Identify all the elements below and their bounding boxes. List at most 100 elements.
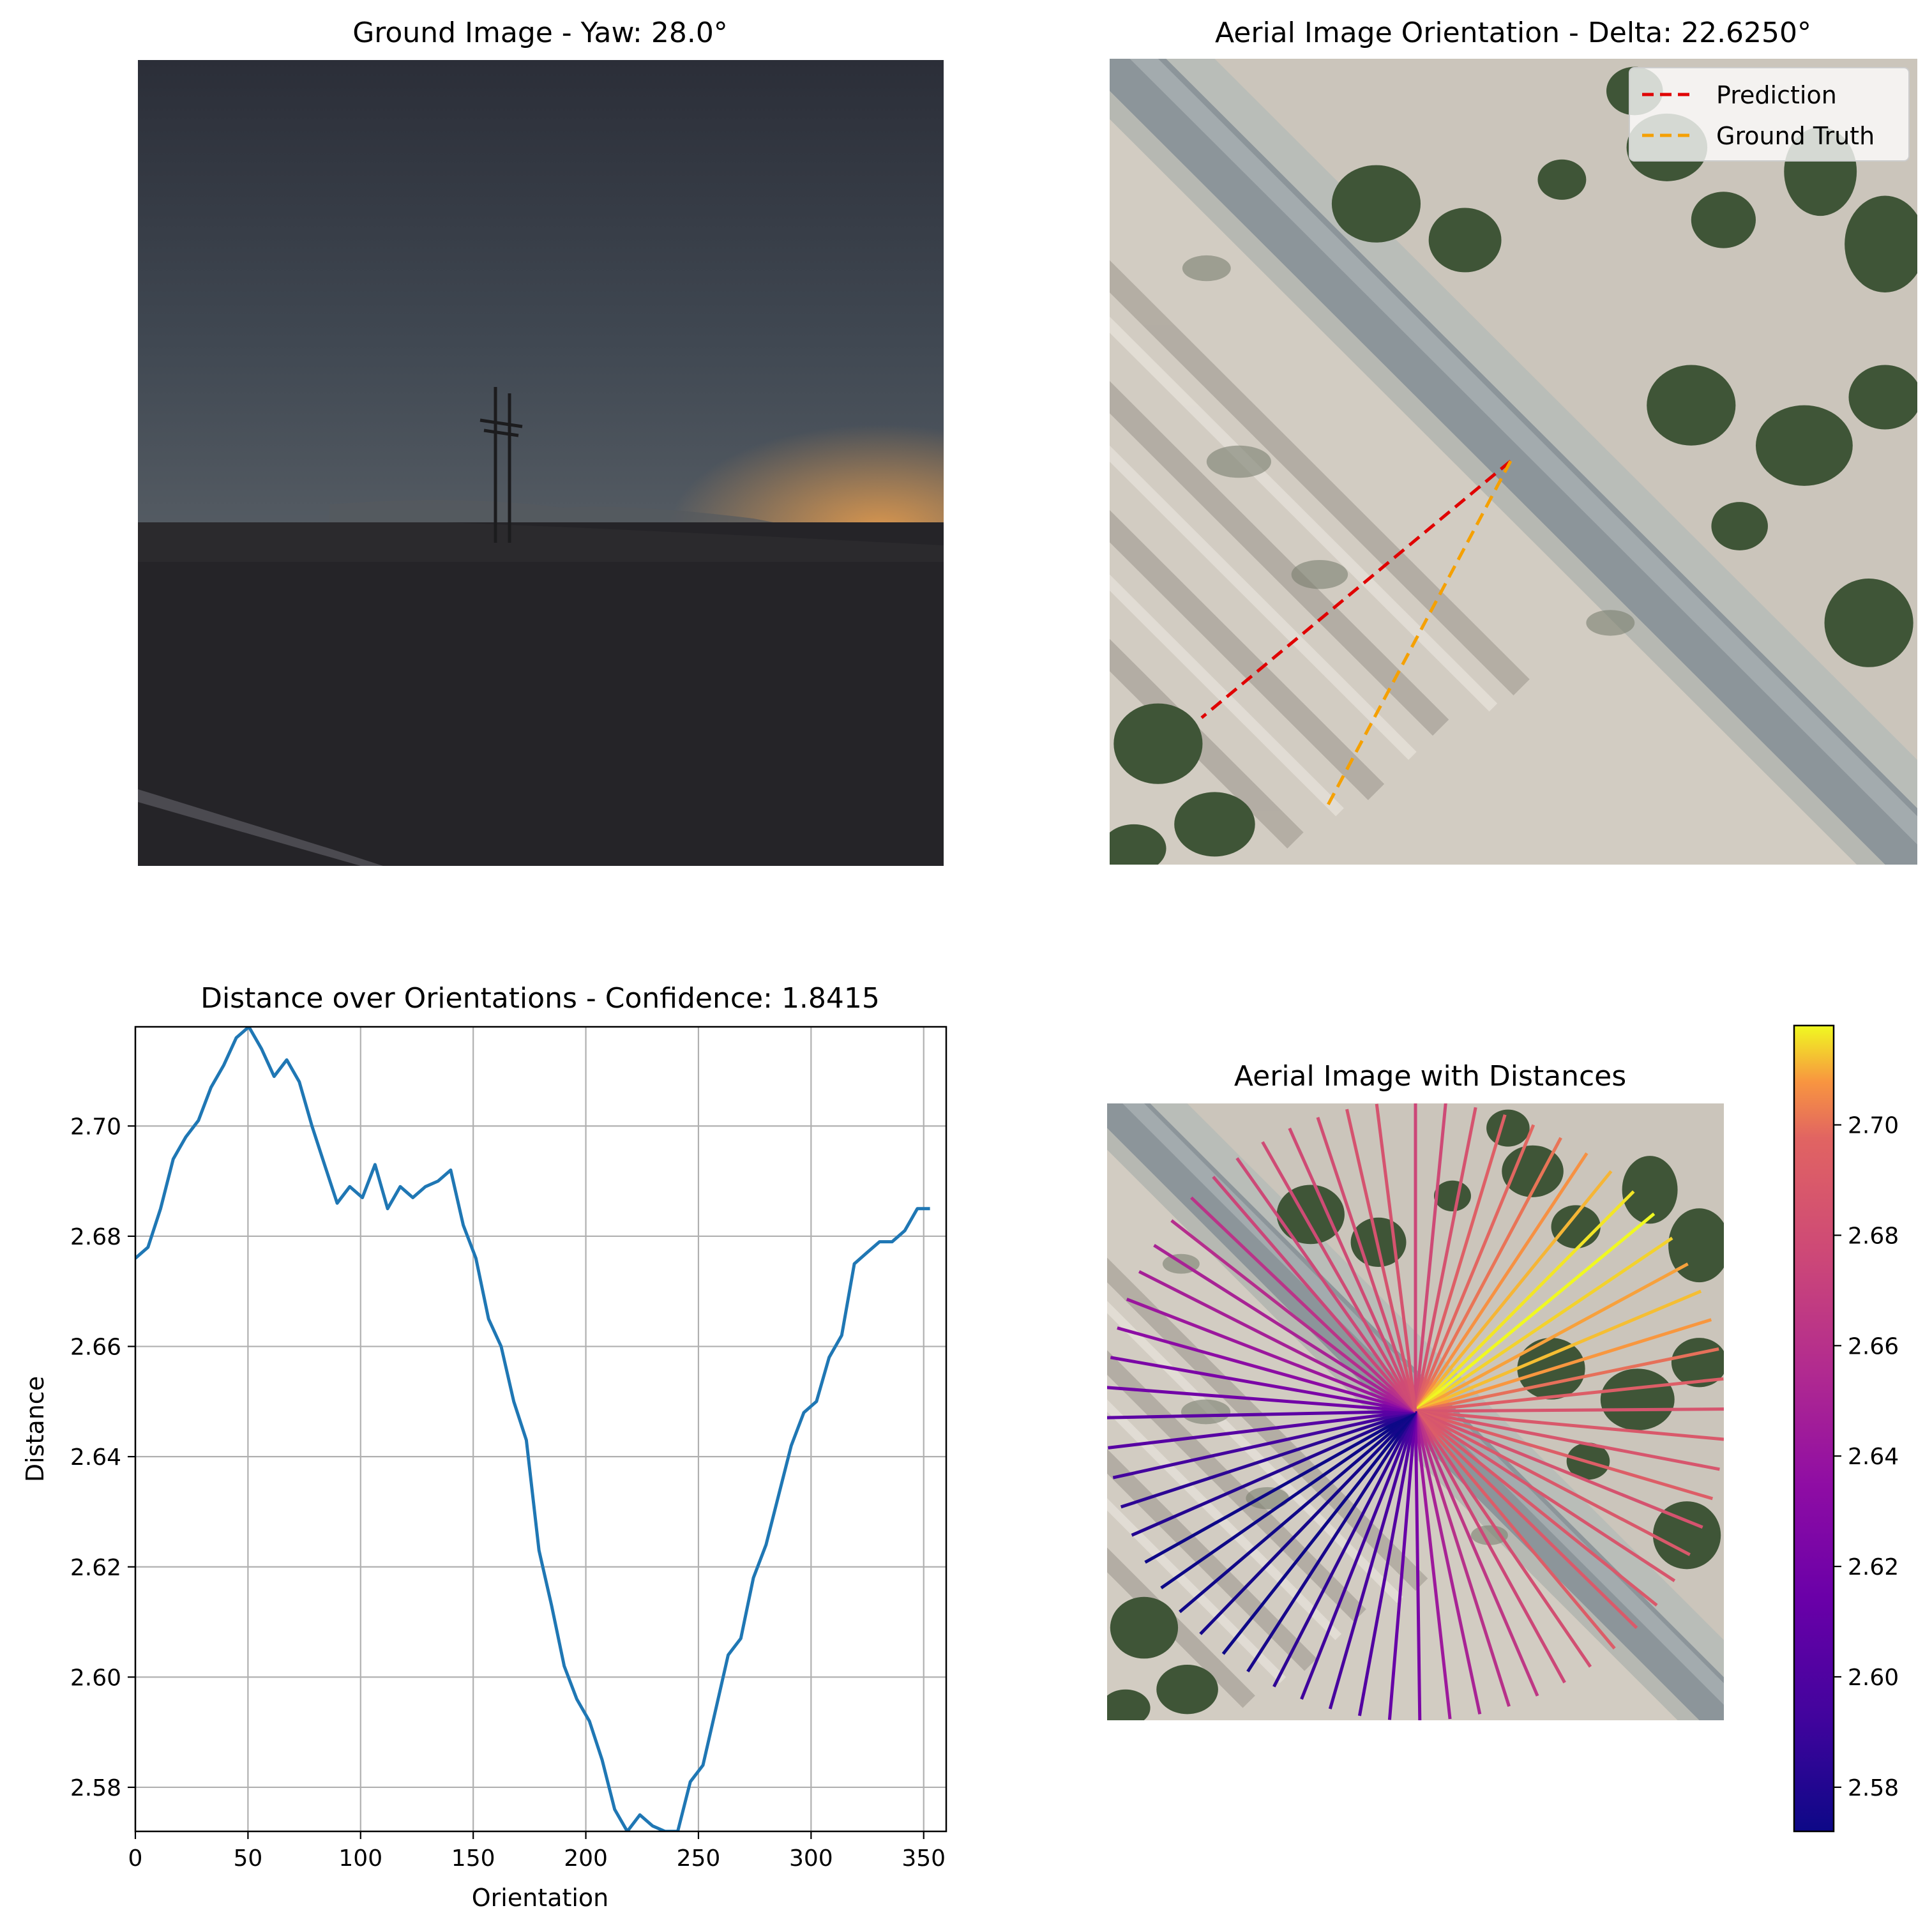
distance-ray [1212, 1176, 1417, 1412]
distance-ray [1144, 1409, 1417, 1564]
x-tick-label: 350 [902, 1845, 946, 1872]
colorbar-tick-label: 2.66 [1848, 1333, 1899, 1359]
distance-ray [1414, 1410, 1616, 1650]
distance-ray [1414, 1152, 1589, 1412]
y-axis-label: Distance [21, 1376, 49, 1482]
x-tick-label: 250 [677, 1845, 721, 1872]
distance-ray [1375, 1103, 1417, 1412]
distance-ray [1414, 1190, 1635, 1412]
aerial-orientation-panel: Aerial Image Orientation - Delta: 22.625… [1110, 17, 1917, 865]
aerial-image [1110, 59, 1917, 865]
distance-ray [1288, 1127, 1417, 1412]
x-tick-label: 200 [564, 1845, 608, 1872]
y-tick-label: 2.58 [70, 1775, 121, 1801]
distance-ray [1107, 1386, 1416, 1413]
grid [134, 1027, 946, 1831]
prediction-line [1200, 460, 1512, 719]
power-pole-icon [479, 387, 523, 543]
x-tick-label: 100 [338, 1845, 382, 1872]
distance-ray [1387, 1411, 1417, 1720]
distance-ray [1415, 1347, 1719, 1413]
distance-ray [1316, 1117, 1417, 1412]
ground-image-panel: Ground Image - Yaw: 28.0° [138, 17, 944, 866]
distance-rays [1107, 1103, 1724, 1720]
colorbar-ticks: 2.58 2.60 2.62 2.64 2.66 2.68 2.70 [1834, 1113, 1899, 1801]
distance-ray [1138, 1270, 1417, 1413]
aerial-distances-title: Aerial Image with Distances [1234, 1060, 1626, 1093]
distance-ray [1246, 1410, 1417, 1673]
aerial-image-small [1107, 1103, 1724, 1720]
colorbar-tick-label: 2.64 [1848, 1444, 1899, 1470]
distance-ray [1415, 1409, 1703, 1529]
distance-ray [1221, 1410, 1417, 1655]
aerial-distances-panel: Aerial Image with Distances 2.58 2.60 2.62… [1107, 1024, 1899, 1833]
distance-ray [1300, 1411, 1417, 1700]
distance-ray [1110, 1356, 1416, 1413]
legend-prediction: Prediction [1716, 81, 1837, 109]
distance-ray [1117, 1326, 1416, 1413]
distance-ray [1112, 1409, 1416, 1480]
distance-ray [1261, 1141, 1417, 1412]
distance-series [135, 1027, 930, 1831]
distance-ray [1345, 1109, 1417, 1412]
ground-truth-line [1324, 460, 1513, 811]
distance-ray [1414, 1114, 1507, 1412]
distance-ray [1414, 1411, 1482, 1715]
colorbar-tick-label: 2.58 [1848, 1775, 1899, 1801]
distance-ray [1414, 1107, 1477, 1412]
distance-ray [1107, 1409, 1416, 1420]
y-axis: 2.58 2.60 2.62 2.64 2.66 2.68 2.70 [70, 1114, 135, 1801]
colorbar-tick-label: 2.68 [1848, 1223, 1899, 1249]
distance-ray [1120, 1409, 1416, 1509]
aerial-orientation-title: Aerial Image Orientation - Delta: 22.625… [1215, 17, 1811, 49]
distance-ray [1170, 1219, 1417, 1412]
distance-ray [1414, 1262, 1689, 1413]
distance-chart-panel: Distance over Orientations - Confidence:… [21, 982, 947, 1912]
colorbar-tick-label: 2.60 [1848, 1665, 1899, 1691]
y-tick-label: 2.60 [70, 1665, 121, 1691]
distance-ray [1414, 1212, 1656, 1412]
distance-ray [1199, 1410, 1417, 1635]
distance-ray [1414, 1411, 1422, 1720]
distance-ray [1414, 1410, 1566, 1684]
colorbar-tick-label: 2.62 [1848, 1554, 1899, 1580]
distance-ray [1235, 1157, 1417, 1412]
distance-ray [1414, 1411, 1539, 1697]
y-tick-label: 2.64 [70, 1444, 121, 1471]
distance-ray [1415, 1409, 1720, 1471]
distance-ray [1415, 1377, 1724, 1413]
distance-ray [1414, 1236, 1673, 1413]
distance-ray [1414, 1409, 1691, 1556]
distance-ray [1160, 1409, 1417, 1589]
x-tick-label: 50 [233, 1845, 262, 1872]
legend-ground-truth: Ground Truth [1716, 122, 1875, 150]
distance-ray [1126, 1298, 1416, 1413]
distance-ray [1415, 1318, 1712, 1413]
x-axis: 0 50 100 150 200 250 300 350 [128, 1831, 946, 1872]
y-tick-label: 2.66 [70, 1335, 121, 1361]
distance-ray [1153, 1243, 1417, 1413]
distance-ray [1415, 1289, 1702, 1413]
distance-ray [1131, 1409, 1417, 1537]
colorbar-tick-label: 2.70 [1848, 1113, 1899, 1139]
plot-frame [134, 1026, 947, 1833]
ground-image-title: Ground Image - Yaw: 28.0° [352, 17, 728, 49]
distance-ray [1414, 1103, 1447, 1412]
distance-ray [1415, 1409, 1714, 1501]
distance-ray [1414, 1170, 1613, 1412]
distance-ray [1179, 1410, 1417, 1614]
distance-ray [1415, 1409, 1724, 1441]
y-tick-label: 2.68 [70, 1224, 121, 1250]
distance-ray [1414, 1411, 1511, 1708]
distance-ray [1328, 1411, 1417, 1709]
y-tick-label: 2.62 [70, 1555, 121, 1581]
legend: Prediction Ground Truth [1629, 67, 1910, 162]
distance-ray [1414, 1410, 1592, 1668]
distance-ray [1357, 1411, 1417, 1716]
distance-ray [1414, 1137, 1562, 1412]
distance-ray [1414, 1409, 1676, 1582]
x-tick-label: 0 [128, 1845, 143, 1872]
distance-ray [1414, 1411, 1452, 1720]
distance-line [135, 1027, 930, 1831]
